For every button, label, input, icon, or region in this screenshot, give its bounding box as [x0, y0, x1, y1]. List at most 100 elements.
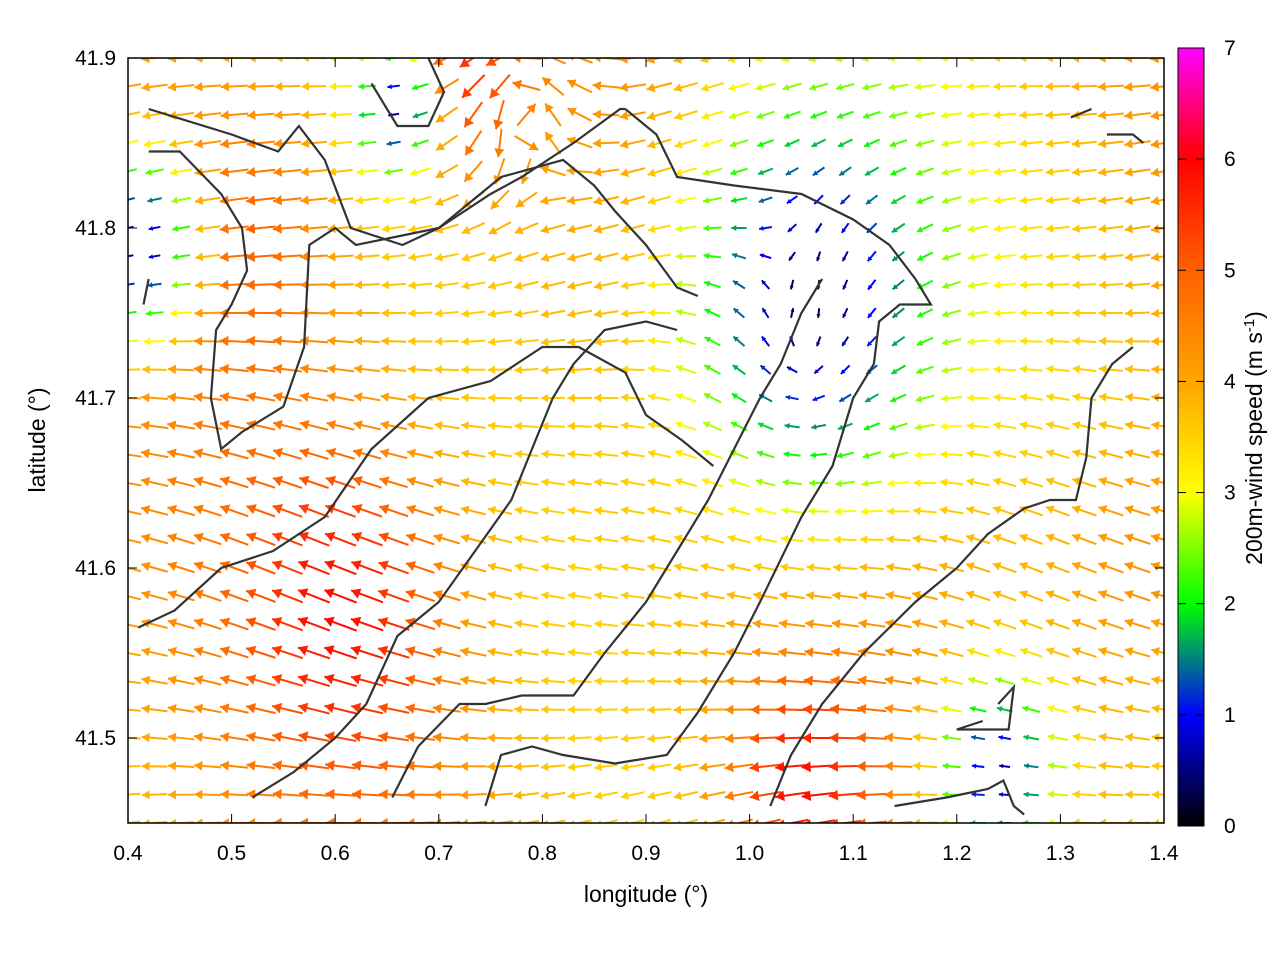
wind-vector [1072, 139, 1097, 148]
wind-vector [675, 140, 697, 149]
wind-vector [300, 448, 329, 459]
wind-vector [858, 619, 885, 629]
wind-vector [940, 478, 963, 486]
wind-vector [1047, 705, 1068, 713]
wind-vector [940, 676, 962, 684]
wind-vector [967, 648, 989, 657]
wind-vector [834, 535, 857, 543]
wind-vector [1048, 762, 1068, 769]
wind-vector [220, 392, 249, 402]
wind-vector [753, 619, 779, 628]
wind-vector [300, 252, 328, 262]
wind-vector [700, 619, 725, 628]
wind-vector [994, 648, 1015, 657]
wind-vector [194, 448, 222, 458]
wind-vector [406, 589, 435, 601]
wind-vector [328, 167, 352, 176]
y-axis-title: latitude (°) [24, 387, 50, 492]
wind-vector [993, 111, 1016, 119]
wind-vector [1046, 505, 1069, 515]
wind-vector [514, 791, 539, 800]
wind-vector [541, 253, 565, 262]
wind-vector [1125, 733, 1150, 742]
wind-vector [194, 110, 221, 120]
wind-vector [142, 762, 168, 771]
wind-vector [195, 224, 220, 233]
wind-vector [859, 591, 885, 600]
wind-vector [1098, 224, 1123, 233]
wind-vector [1020, 281, 1043, 289]
wind-vector [885, 647, 912, 657]
wind-vector [864, 423, 880, 430]
wind-vector [299, 789, 329, 800]
wind-vector [1046, 562, 1070, 573]
colorbar-tick-label: 3 [1224, 482, 1236, 505]
wind-vector [1046, 309, 1069, 318]
wind-vector [1072, 309, 1096, 318]
wind-vector [892, 337, 905, 346]
wind-vector [515, 223, 538, 234]
wind-vector [246, 251, 276, 262]
wind-vector [675, 478, 697, 487]
wind-vector [141, 562, 167, 572]
wind-vector [172, 253, 190, 260]
wind-vector [493, 100, 504, 129]
wind-vector [941, 140, 961, 148]
wind-vector [460, 761, 487, 771]
wind-vector [887, 507, 910, 515]
wind-vector [220, 618, 248, 630]
wind-vector [302, 82, 327, 91]
x-tick-label: 1.4 [1149, 842, 1179, 865]
wind-vector [857, 732, 887, 743]
wind-vector [648, 168, 671, 177]
wind-vector [407, 421, 433, 430]
wind-vector [460, 704, 487, 714]
wind-vector [247, 448, 275, 459]
wind-vector [194, 704, 221, 714]
wind-vector [704, 365, 720, 374]
wind-vector [914, 479, 937, 487]
wind-vector [246, 167, 275, 177]
wind-vector [942, 253, 960, 260]
wind-vector [327, 280, 353, 289]
wind-vector [732, 253, 746, 259]
wind-vector [621, 196, 645, 205]
wind-vector [299, 504, 329, 517]
wind-vector [700, 820, 725, 829]
wind-vector [594, 734, 618, 743]
wind-vector [760, 253, 771, 258]
wind-vector [433, 704, 461, 714]
wind-vector [436, 165, 458, 178]
colorbar-tick-label: 2 [1224, 593, 1236, 616]
wind-vector [142, 82, 168, 91]
wind-vector [246, 617, 275, 630]
wind-vector [273, 167, 301, 177]
x-tick-label: 0.6 [321, 842, 350, 865]
wind-vector [568, 478, 592, 487]
wind-vector [1098, 533, 1123, 544]
wind-vector [751, 704, 781, 715]
wind-vector [864, 140, 880, 148]
wind-vector [702, 111, 723, 120]
wind-vector [886, 591, 912, 600]
wind-vector [542, 78, 563, 96]
wind-vector [993, 139, 1016, 147]
wind-vector [594, 620, 618, 629]
wind-vector [1072, 562, 1096, 573]
wind-vector [273, 504, 302, 517]
wind-vector [648, 393, 670, 401]
wind-vector [488, 337, 512, 346]
wind-vector [541, 820, 565, 829]
wind-vector [759, 226, 772, 231]
wind-vector [648, 197, 671, 206]
wind-vector [195, 252, 220, 261]
wind-vector [647, 620, 671, 629]
wind-vector [567, 281, 591, 290]
colorbar-tick-label: 6 [1224, 148, 1236, 171]
wind-vector [514, 648, 538, 657]
wind-vector [298, 703, 329, 714]
wind-vector [1046, 449, 1069, 458]
wind-vector [1099, 337, 1123, 346]
wind-vector [1046, 252, 1069, 261]
